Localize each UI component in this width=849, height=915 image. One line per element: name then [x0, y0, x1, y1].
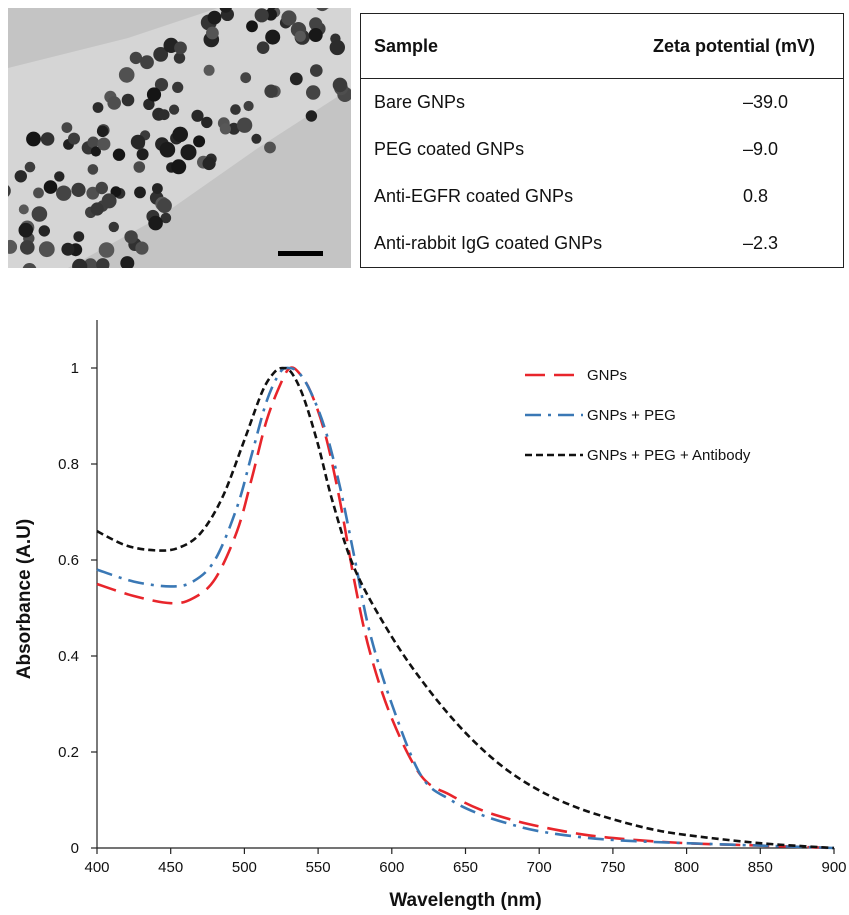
- table-row: Anti-rabbit IgG coated GNPs –2.3: [361, 220, 844, 268]
- table-row: Anti-EGFR coated GNPs 0.8: [361, 173, 844, 220]
- axes: 0 0.2 0.4 0.6 0.8 1 400 450 500 550 600 650 700 750 80…: [58, 320, 847, 876]
- y-tick-label: 1: [71, 360, 79, 377]
- x-tick-label: 550: [306, 859, 331, 876]
- table-cell-zeta: –39.0: [743, 92, 789, 112]
- table-row: PEG coated GNPs –9.0: [361, 126, 844, 173]
- scale-bar: [278, 251, 323, 256]
- legend-label: GNPs + PEG: [587, 407, 676, 424]
- tem-image: [8, 8, 351, 268]
- x-tick-label: 650: [453, 859, 478, 876]
- legend-label: GNPs: [587, 367, 627, 384]
- nanoparticle-cluster: [8, 8, 351, 268]
- x-tick-label: 800: [674, 859, 699, 876]
- absorbance-chart: 0 0.2 0.4 0.6 0.8 1 400 450 500 550 600 650 700 750 80…: [0, 300, 849, 915]
- table-header-sample: Sample: [360, 13, 639, 79]
- x-tick-label: 850: [748, 859, 773, 876]
- series-gnps-line: [96, 366, 835, 850]
- y-axis-title: Absorbance (A.U): [14, 519, 35, 679]
- series-gnps-peg-line: [96, 366, 835, 850]
- x-tick-label: 600: [379, 859, 404, 876]
- tem-micrograph: [8, 8, 351, 268]
- x-tick-label: 750: [600, 859, 625, 876]
- table-header-zeta: Zeta potential (mV): [639, 13, 844, 79]
- zeta-potential-table: Sample Zeta potential (mV) Bare GNPs –39…: [360, 13, 844, 268]
- table-cell-sample: PEG coated GNPs: [374, 139, 525, 159]
- chart-svg: 0 0.2 0.4 0.6 0.8 1 400 450 500 550 600 650 700 750 80…: [14, 320, 847, 911]
- x-tick-label: 400: [84, 859, 109, 876]
- legend: GNPs GNPs + PEG GNPs + PEG + Antibody: [525, 367, 751, 464]
- x-axis-title: Wavelength (nm): [389, 890, 541, 911]
- table-cell-sample: Bare GNPs: [374, 92, 466, 112]
- y-tick-label: 0: [71, 840, 79, 857]
- table-cell-zeta: –9.0: [743, 139, 779, 159]
- table-row: Bare GNPs –39.0: [361, 79, 844, 127]
- table-cell-sample: Anti-EGFR coated GNPs: [374, 186, 574, 206]
- y-tick-label: 0.2: [58, 744, 79, 761]
- table-header-row: Sample Zeta potential (mV): [360, 13, 844, 79]
- x-tick-label: 700: [527, 859, 552, 876]
- y-tick-label: 0.4: [58, 648, 79, 665]
- series-layer: [96, 366, 835, 850]
- legend-label: GNPs + PEG + Antibody: [587, 447, 751, 464]
- table-cell-zeta: –2.3: [743, 233, 779, 253]
- series-gnps-peg-antibody-line: [96, 366, 835, 850]
- y-tick-label: 0.6: [58, 552, 79, 569]
- x-tick-label: 500: [232, 859, 257, 876]
- table-cell-zeta: 0.8: [743, 186, 769, 206]
- y-tick-label: 0.8: [58, 456, 79, 473]
- x-tick-label: 900: [821, 859, 846, 876]
- table-cell-sample: Anti-rabbit IgG coated GNPs: [374, 233, 603, 253]
- x-tick-label: 450: [158, 859, 183, 876]
